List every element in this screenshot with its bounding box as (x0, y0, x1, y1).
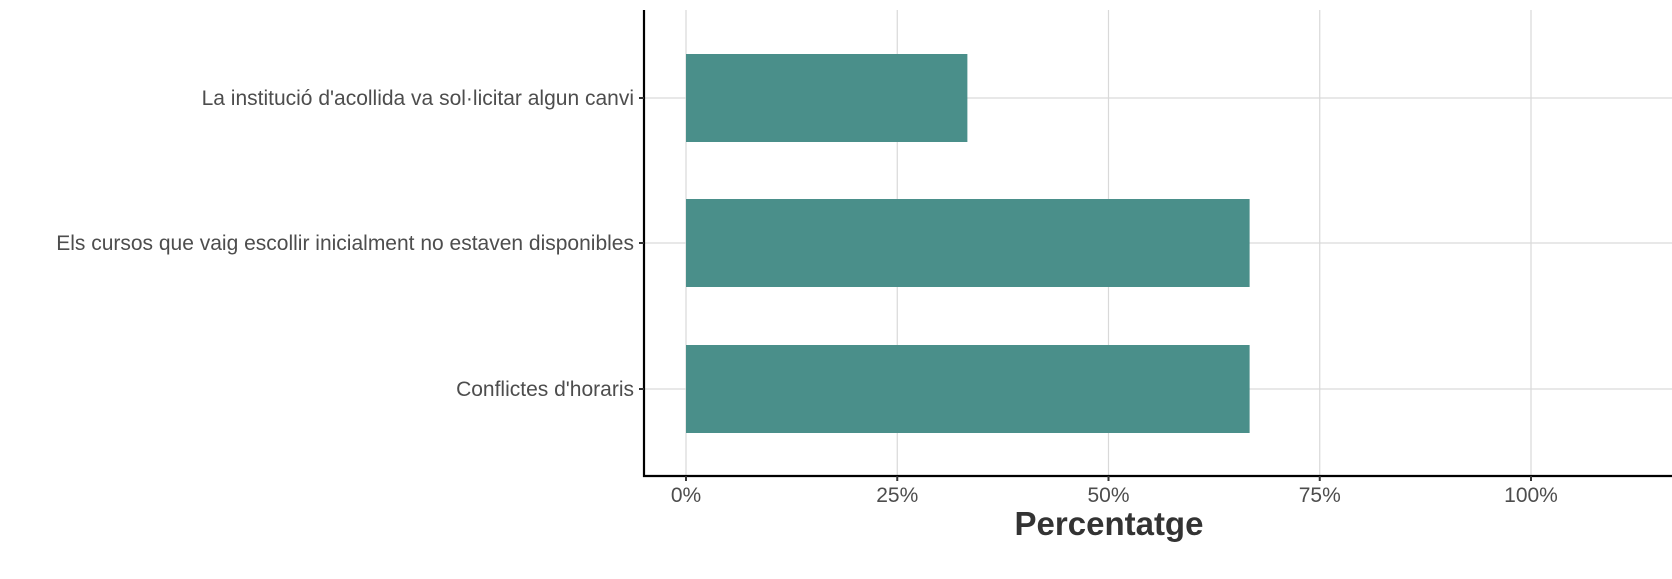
labels: La institució d'acollida va sol·licitar … (56, 87, 1558, 507)
axes (639, 10, 1672, 481)
bars (686, 54, 1250, 433)
y-tick-label: Conflictes d'horaris (456, 378, 634, 401)
bar (686, 345, 1250, 433)
x-tick-label: 25% (876, 484, 918, 507)
y-tick-label: La institució d'acollida va sol·licitar … (202, 87, 634, 110)
x-axis-title: Percentatge (1015, 505, 1204, 542)
bar (686, 54, 968, 142)
x-tick-label: 75% (1299, 484, 1341, 507)
y-tick-label: Els cursos que vaig escollir inicialment… (56, 232, 634, 255)
x-tick-label: 100% (1504, 484, 1558, 507)
x-tick-label: 0% (671, 484, 701, 507)
bar (686, 199, 1250, 287)
x-tick-label: 50% (1087, 484, 1129, 507)
